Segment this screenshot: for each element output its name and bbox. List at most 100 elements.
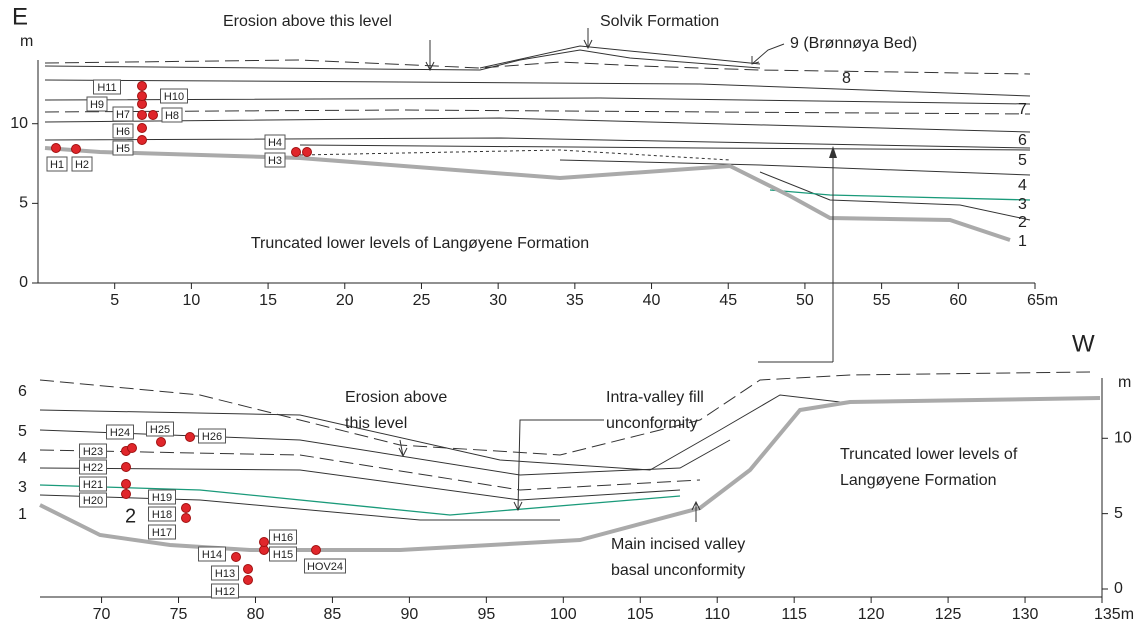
x-tick-label: 110 — [704, 606, 730, 623]
sample-label: H18 — [152, 509, 172, 521]
level-label: 6 — [18, 383, 27, 400]
x-tick-label: 85 — [324, 606, 342, 623]
sample-point — [72, 145, 81, 154]
level-label: 2 — [1018, 214, 1027, 231]
annotation: Langøyene Formation — [840, 472, 997, 489]
x-tick-label: 45 — [719, 292, 737, 309]
sample-label: H2 — [75, 159, 89, 171]
x-tick-label: 35 — [566, 292, 584, 309]
y-tick-label: 0 — [1114, 580, 1123, 597]
sample-point — [122, 463, 131, 472]
annotation: Main incised valley — [611, 536, 745, 553]
x-tick-label: 60 — [949, 292, 967, 309]
x-tick-label: 20 — [336, 292, 354, 309]
x-tick-label: 75 — [170, 606, 188, 623]
sample-label: H15 — [273, 549, 293, 561]
sample-label: H1 — [50, 159, 64, 171]
annotation: 9 (Brønnøya Bed) — [790, 35, 917, 52]
x-tick-label: 90 — [400, 606, 418, 623]
x-tick-label: 5 — [110, 292, 119, 309]
sample-point — [244, 576, 253, 585]
cross-section-figure: m E m W 5101520253035404550556065m0510Er… — [0, 0, 1137, 626]
level-label: 5 — [18, 423, 27, 440]
sample-label: H9 — [90, 99, 104, 111]
sample-point — [186, 433, 195, 442]
sample-point — [138, 124, 147, 133]
level-label: 6 — [1018, 132, 1027, 149]
level-label: 5 — [1018, 152, 1027, 169]
sample-point — [182, 504, 191, 513]
sample-label: H3 — [268, 155, 282, 167]
sample-point — [312, 546, 321, 555]
sample-label: H26 — [202, 431, 222, 443]
x-tick-label: 130 — [1012, 606, 1039, 623]
sample-point — [157, 438, 166, 447]
sample-label: H20 — [83, 495, 103, 507]
sample-point — [303, 148, 312, 157]
level-label: 3 — [18, 479, 27, 496]
level-label: 3 — [1018, 196, 1027, 213]
x-tick-label: 40 — [643, 292, 661, 309]
side-label: E — [12, 3, 28, 30]
sample-label: H16 — [273, 532, 293, 544]
sample-label: H4 — [268, 137, 282, 149]
x-tick-label: 105 — [627, 606, 654, 623]
x-tick-label: 10 — [182, 292, 200, 309]
sample-label: H5 — [116, 143, 130, 155]
x-tick-label: 120 — [858, 606, 885, 623]
side-label: W — [1072, 330, 1095, 357]
x-tick-label: 15 — [259, 292, 277, 309]
arrow — [399, 440, 407, 456]
level-label: 7 — [1018, 101, 1027, 118]
sample-point — [182, 514, 191, 523]
sample-point — [138, 111, 147, 120]
sample-label: H6 — [116, 126, 130, 138]
level-label: 1 — [1018, 233, 1027, 250]
sample-label: H21 — [83, 479, 103, 491]
sample-point — [244, 565, 253, 574]
sample-label: H17 — [152, 527, 172, 539]
sample-label: H22 — [83, 462, 103, 474]
x-tick-label: 50 — [796, 292, 814, 309]
sample-label: H25 — [150, 424, 170, 436]
x-tick-label: 25 — [413, 292, 431, 309]
annotation: Erosion above — [345, 389, 447, 406]
x-tick-label: 80 — [247, 606, 265, 623]
sample-label: HOV24 — [307, 561, 343, 573]
sample-point — [260, 538, 269, 547]
annotation: Truncated lower levels of — [840, 446, 1018, 463]
x-tick-label: 115 — [781, 606, 807, 623]
arrow — [692, 502, 700, 522]
arrow — [752, 44, 784, 64]
y-tick-label: 0 — [19, 274, 28, 291]
annotation: basal unconformity — [611, 562, 745, 579]
arrow — [584, 28, 592, 48]
sample-point — [122, 490, 131, 499]
sample-point — [138, 136, 147, 145]
x-tick-label: 55 — [873, 292, 891, 309]
x-tick-label: 30 — [489, 292, 507, 309]
arrow — [514, 420, 604, 510]
x-tick-label: 135m — [1094, 606, 1134, 623]
x-tick-label: 100 — [550, 606, 577, 623]
y-tick-label: 5 — [1114, 505, 1123, 522]
annotation: Erosion above this level — [223, 13, 392, 30]
y-tick-label: 10 — [1114, 430, 1132, 447]
sample-point — [138, 82, 147, 91]
sample-label: H13 — [215, 568, 235, 580]
y-tick-label: 5 — [19, 195, 28, 212]
sample-label: H24 — [110, 427, 130, 439]
sample-point — [138, 92, 147, 101]
sample-point — [122, 480, 131, 489]
x-tick-label: 65m — [1027, 292, 1058, 309]
y-unit: m — [20, 33, 33, 50]
x-tick-label: 95 — [477, 606, 495, 623]
sample-point — [128, 444, 137, 453]
sample-label: H8 — [165, 110, 179, 122]
sample-point — [292, 148, 301, 157]
sample-point — [232, 553, 241, 562]
level-label: 4 — [18, 450, 27, 467]
level-label: 1 — [18, 506, 27, 523]
annotation: Intra-valley fill — [606, 389, 704, 406]
arrow — [426, 40, 434, 70]
